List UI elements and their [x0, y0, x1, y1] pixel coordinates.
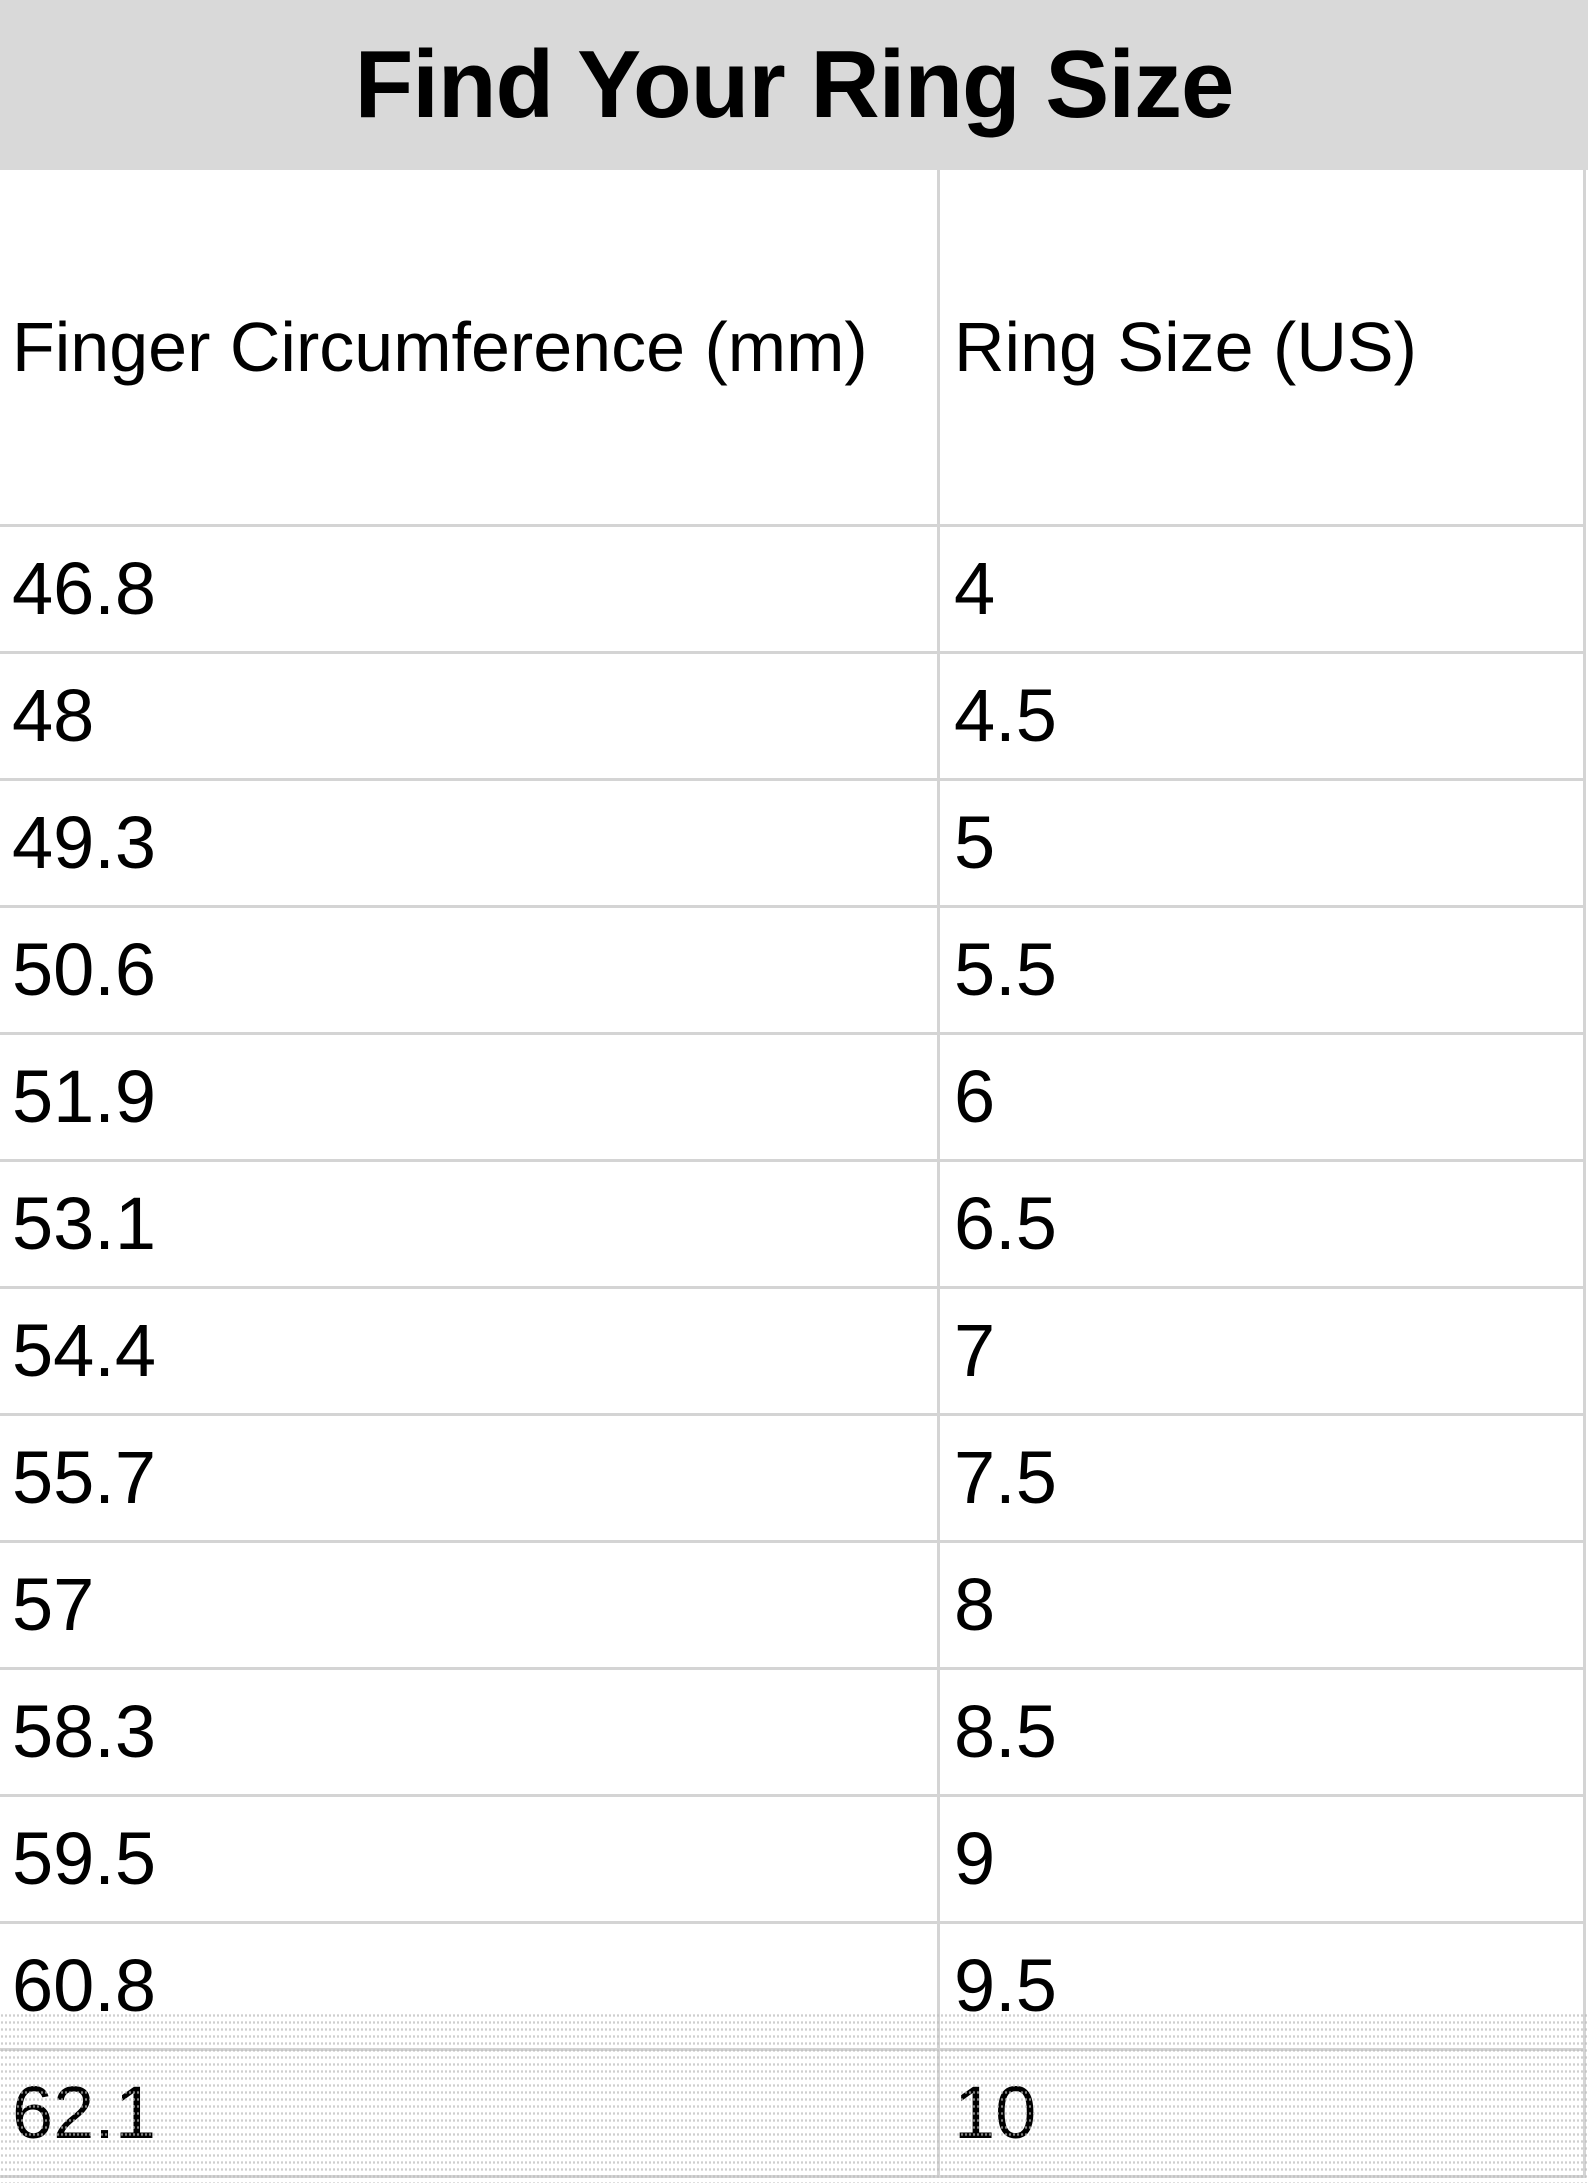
- table-row: 57 8: [0, 1543, 1583, 1670]
- ring-size-cell: 7: [954, 1308, 996, 1392]
- ring-size-cell: 8: [954, 1562, 996, 1646]
- table-row: 58.3 8.5: [0, 1670, 1583, 1797]
- finger-circumference-cell: 62.1: [0, 2051, 940, 2175]
- finger-circumference-cell: 54.4: [0, 1289, 940, 1413]
- finger-circumference-cell: 58.3: [0, 1670, 940, 1794]
- finger-circumference-cell: 55.7: [0, 1416, 940, 1540]
- finger-circumference-cell: 60.8: [0, 1924, 940, 2048]
- finger-circumference-cell: 51.9: [0, 1035, 940, 1159]
- finger-circumference-cell: 46.8: [0, 527, 940, 651]
- table-row: 59.5 9: [0, 1797, 1583, 1924]
- table-row: 53.1 6.5: [0, 1162, 1583, 1289]
- ring-size-cell: 5.5: [954, 927, 1057, 1011]
- ring-size-cell: 4: [954, 546, 996, 630]
- page-title: Find Your Ring Size: [354, 31, 1235, 138]
- table-row: 60.8 9.5: [0, 1924, 1583, 2051]
- table-row: 54.4 7: [0, 1289, 1583, 1416]
- finger-circumference-cell: 59.5: [0, 1797, 940, 1921]
- ring-size-cell: 8.5: [954, 1689, 1057, 1773]
- table-row: 62.1 10: [0, 2051, 1583, 2178]
- finger-circumference-cell: 53.1: [0, 1162, 940, 1286]
- header-ring-size: Ring Size (US): [954, 308, 1417, 386]
- table-row: 55.7 7.5: [0, 1416, 1583, 1543]
- ring-size-cell: 4.5: [954, 673, 1057, 757]
- ring-size-cell: 6: [954, 1054, 996, 1138]
- table-header-row: Finger Circumference (mm) Ring Size (US): [0, 170, 1583, 527]
- table-row: 49.3 5: [0, 781, 1583, 908]
- table-row: 48 4.5: [0, 654, 1583, 781]
- finger-circumference-cell: 57: [0, 1543, 940, 1667]
- table-row: 51.9 6: [0, 1035, 1583, 1162]
- finger-circumference-cell: 50.6: [0, 908, 940, 1032]
- finger-circumference-cell: 48: [0, 654, 940, 778]
- ring-size-cell: 9.5: [954, 1943, 1057, 2027]
- ring-size-cell: 5: [954, 800, 996, 884]
- ring-size-cell: 10: [954, 2070, 1037, 2154]
- table-row: 50.6 5.5: [0, 908, 1583, 1035]
- header-finger-circumference: Finger Circumference (mm): [0, 170, 940, 524]
- ring-size-table: Finger Circumference (mm) Ring Size (US)…: [0, 170, 1586, 2178]
- ring-size-cell: 6.5: [954, 1181, 1057, 1265]
- finger-circumference-cell: 49.3: [0, 781, 940, 905]
- ring-size-cell: 7.5: [954, 1435, 1057, 1519]
- title-band: Find Your Ring Size: [0, 0, 1588, 170]
- ring-size-cell: 9: [954, 1816, 996, 1900]
- table-row: 46.8 4: [0, 527, 1583, 654]
